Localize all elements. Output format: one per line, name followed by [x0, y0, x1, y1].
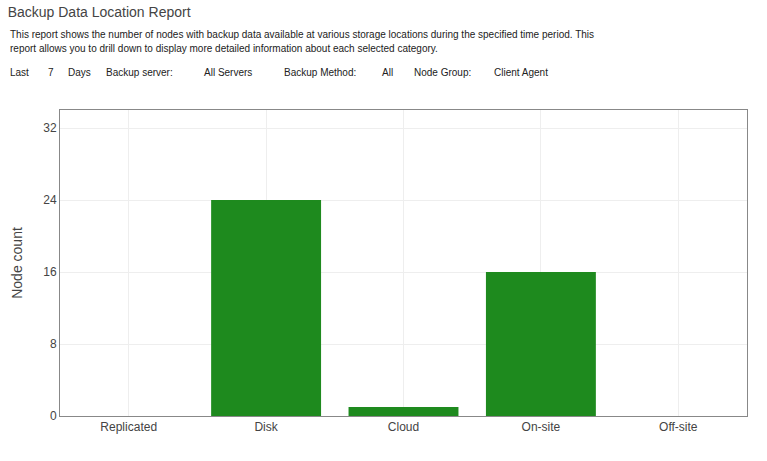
svg-text:Backup Data Location Report: Backup Data Location Report — [8, 4, 191, 20]
svg-text:16: 16 — [43, 265, 57, 279]
svg-text:report allows you to drill dow: report allows you to drill down to displ… — [10, 43, 438, 54]
svg-text:0: 0 — [50, 409, 57, 423]
svg-text:Off-site: Off-site — [659, 420, 698, 434]
svg-text:Node count: Node count — [9, 227, 25, 299]
svg-text:All Servers: All Servers — [204, 67, 252, 78]
svg-text:8: 8 — [50, 337, 57, 351]
svg-text:Client Agent: Client Agent — [494, 67, 548, 78]
svg-text:Node Group:: Node Group: — [414, 67, 471, 78]
svg-text:7: 7 — [48, 67, 54, 78]
svg-text:Days: Days — [68, 67, 91, 78]
svg-text:Last: Last — [10, 67, 29, 78]
svg-text:This report shows the number o: This report shows the number of nodes wi… — [10, 29, 594, 40]
svg-text:Backup Method:: Backup Method: — [284, 67, 356, 78]
svg-text:Replicated: Replicated — [100, 420, 157, 434]
svg-text:Backup server:: Backup server: — [106, 67, 173, 78]
svg-text:Cloud: Cloud — [388, 420, 419, 434]
svg-text:32: 32 — [43, 121, 57, 135]
svg-text:24: 24 — [43, 193, 57, 207]
svg-text:On-site: On-site — [522, 420, 561, 434]
svg-text:All: All — [382, 67, 393, 78]
svg-text:Disk: Disk — [254, 420, 278, 434]
